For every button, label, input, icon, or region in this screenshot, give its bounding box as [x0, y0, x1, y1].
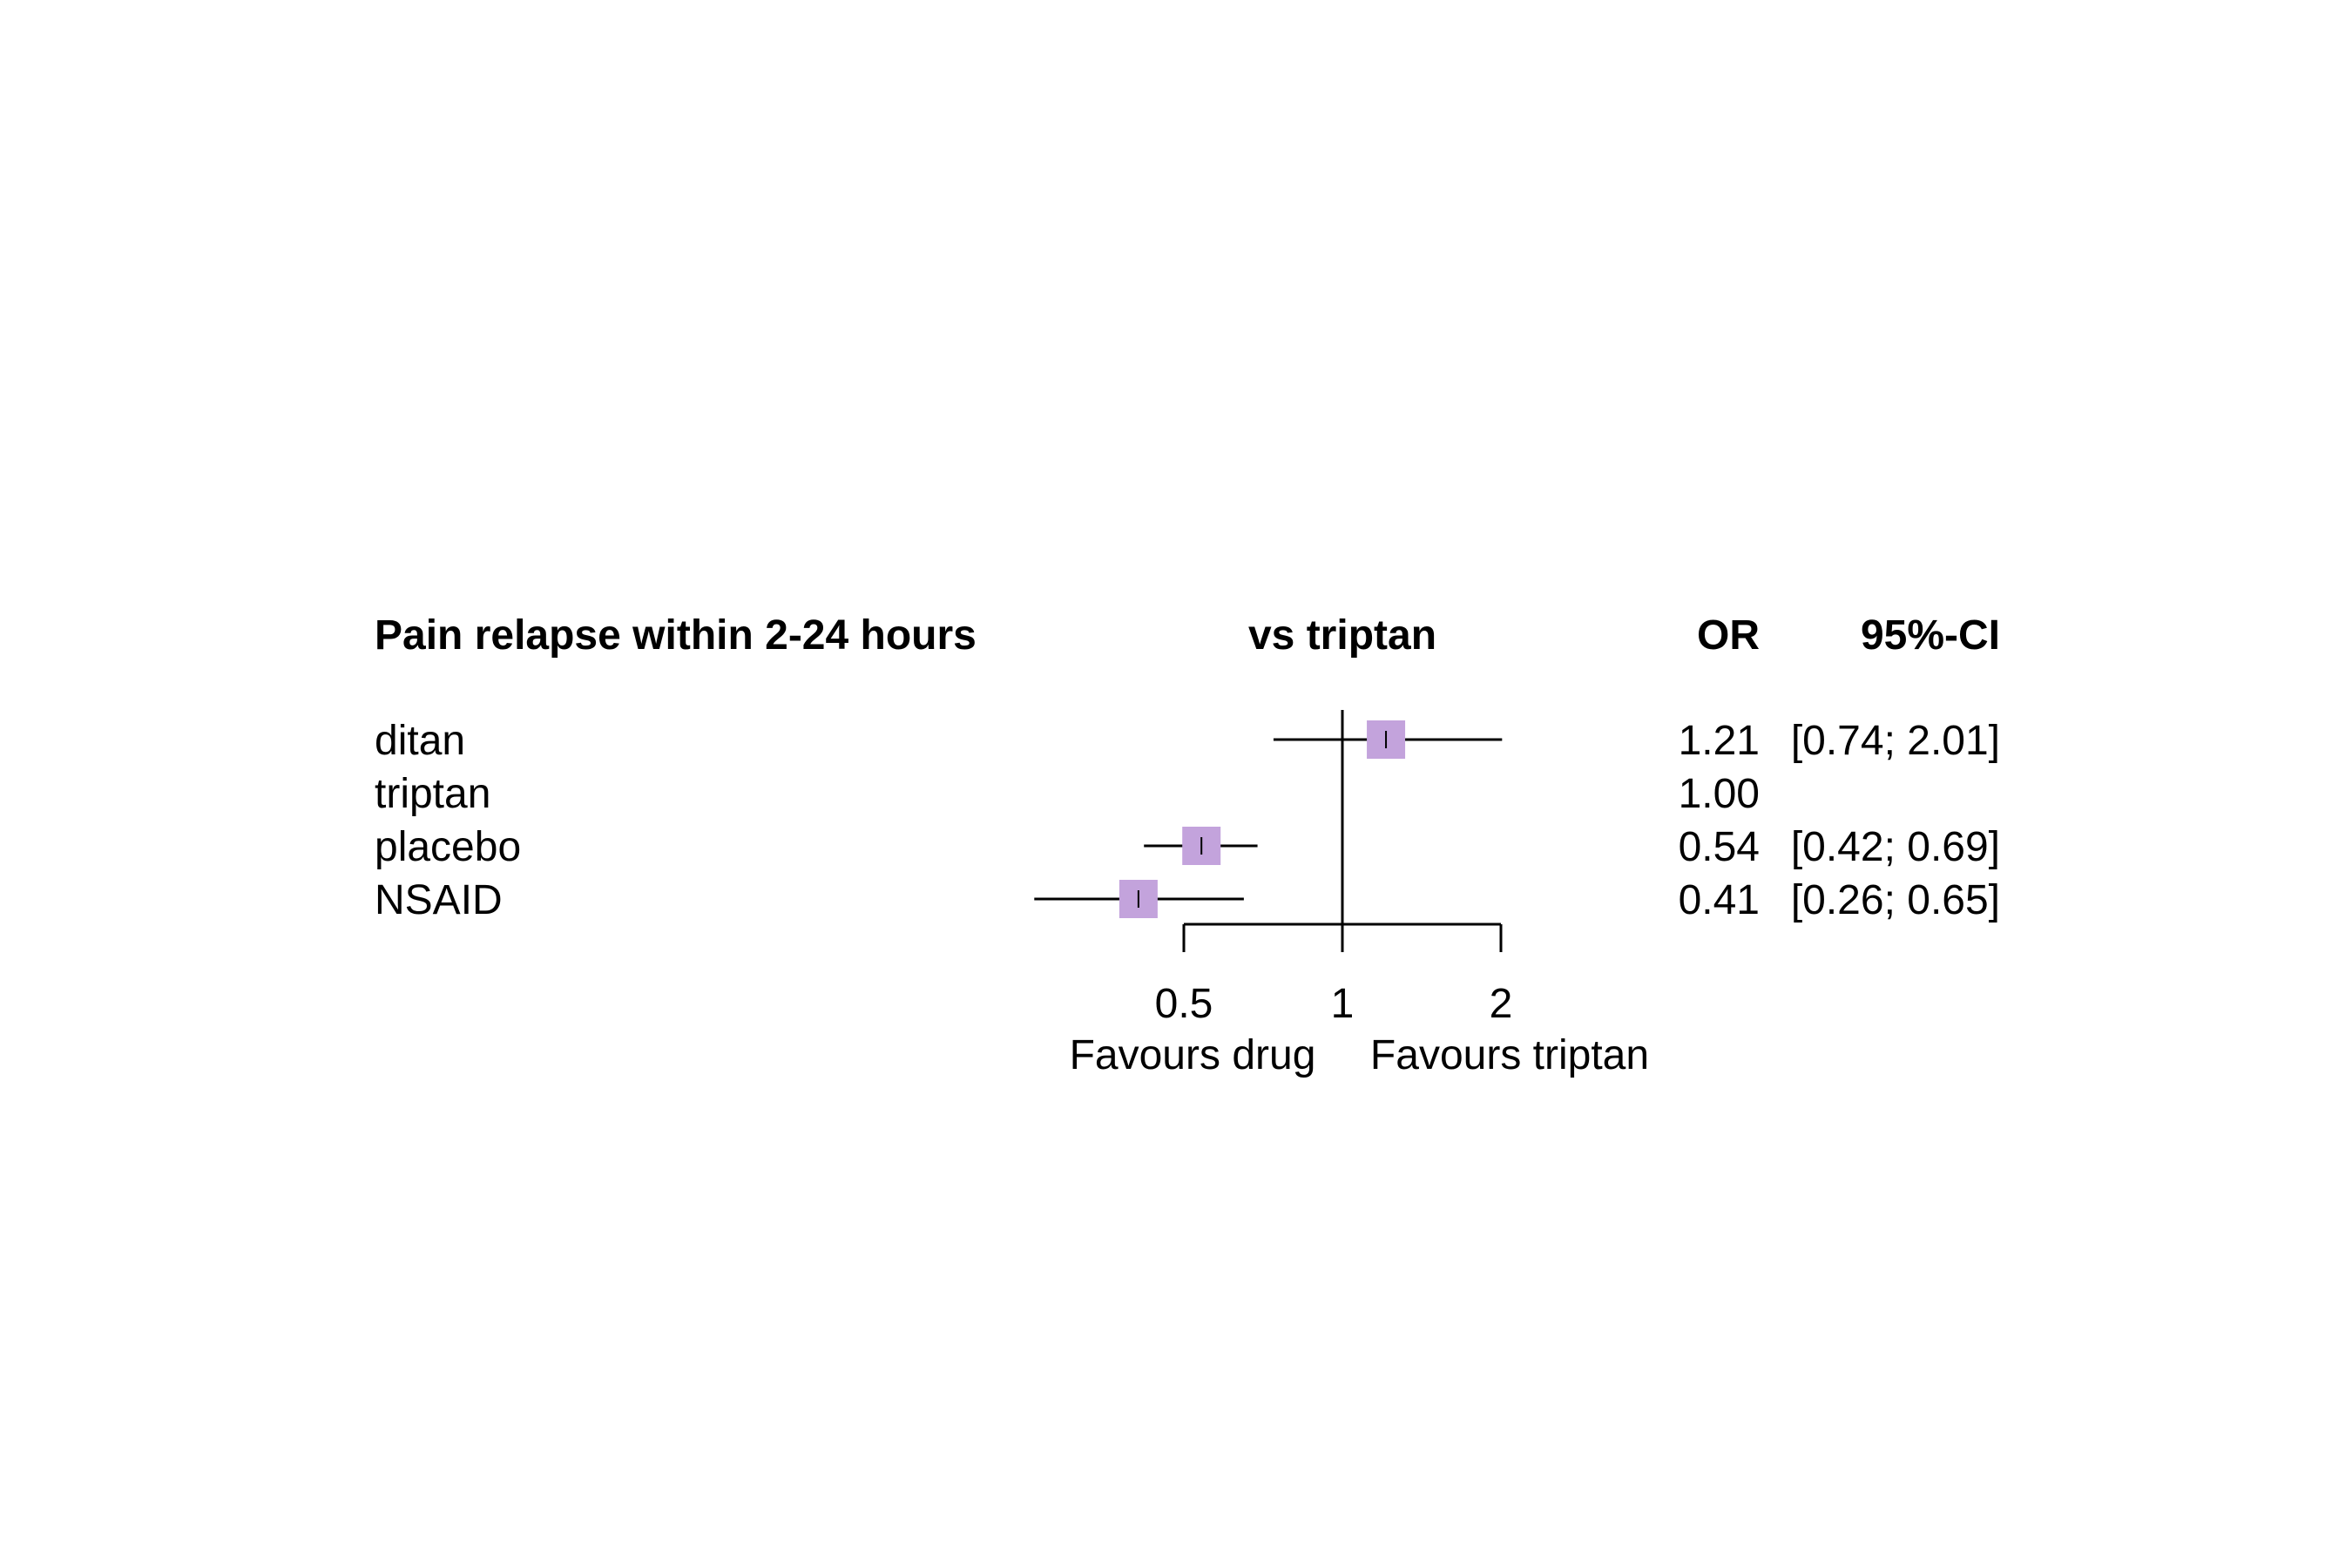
favours-right-label: Favours triptan — [1370, 1032, 1649, 1078]
or-header: OR — [1697, 612, 1760, 659]
row-label: ditan — [375, 718, 465, 764]
ci-header: 95%-CI — [1861, 612, 2000, 659]
ci-value: [0.26; 0.65] — [1791, 877, 2000, 923]
x-tick-label: 1 — [1331, 981, 1355, 1027]
ci-value: [0.42; 0.69] — [1791, 824, 2000, 870]
or-value: 0.41 — [1679, 877, 1760, 923]
x-axis: 0.5 1 2 — [1155, 923, 1513, 1027]
x-tick-label: 2 — [1490, 981, 1513, 1027]
row-label: NSAID — [375, 877, 503, 923]
favours-left-label: Favours drug — [1070, 1032, 1316, 1078]
row-label: triptan — [375, 771, 490, 817]
or-value: 0.54 — [1679, 824, 1760, 870]
study-row-placebo: placebo 0.54 [0.42; 0.69] — [375, 824, 2000, 870]
or-value: 1.21 — [1679, 718, 1760, 764]
row-label: placebo — [375, 824, 521, 870]
study-row-triptan: triptan 1.00 — [375, 771, 1760, 817]
study-row-nsaid: NSAID 0.41 [0.26; 0.65] — [375, 877, 2000, 923]
study-rows: ditan 1.21 [0.74; 2.01] triptan 1.00 placebo 0… — [375, 718, 2000, 923]
plot-title: Pain relapse within 2-24 hours — [375, 612, 977, 659]
study-row-ditan: ditan 1.21 [0.74; 2.01] — [375, 718, 2000, 764]
comparison-header: vs triptan — [1248, 612, 1436, 659]
or-value: 1.00 — [1679, 771, 1760, 817]
x-tick-label: 0.5 — [1155, 981, 1213, 1027]
ci-value: [0.74; 2.01] — [1791, 718, 2000, 764]
